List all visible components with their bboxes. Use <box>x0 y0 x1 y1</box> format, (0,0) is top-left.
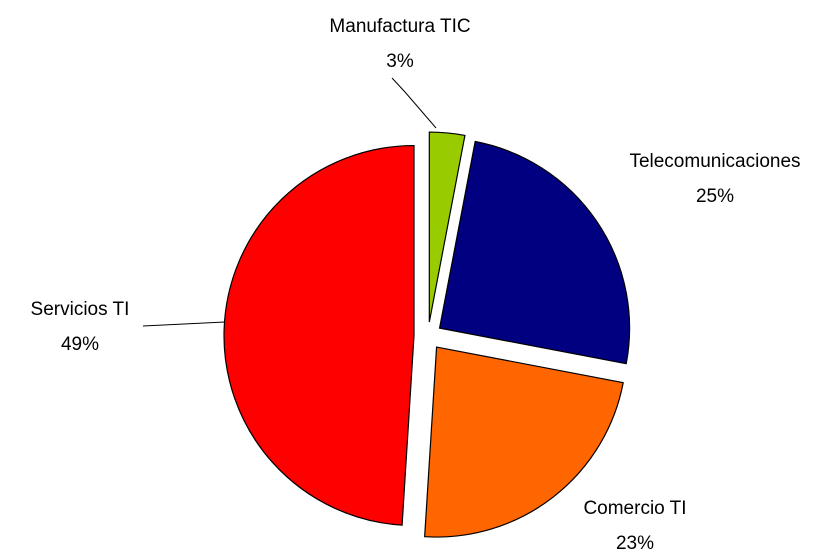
slice-label: Telecomunicaciones <box>629 151 800 172</box>
pie-slice <box>424 346 624 538</box>
pie-slice <box>438 140 631 365</box>
slice-percent: 23% <box>616 533 654 551</box>
pie-slice <box>223 144 415 526</box>
leader-line <box>391 77 437 129</box>
slice-percent: 3% <box>386 51 414 72</box>
slice-label: Comercio TI <box>583 498 686 519</box>
leader-line <box>142 321 226 327</box>
slice-label: Servicios TI <box>31 299 130 320</box>
slice-percent: 49% <box>61 334 99 355</box>
slice-percent: 25% <box>696 186 734 207</box>
slice-label: Manufactura TIC <box>329 16 470 37</box>
pie-slice <box>428 131 466 323</box>
